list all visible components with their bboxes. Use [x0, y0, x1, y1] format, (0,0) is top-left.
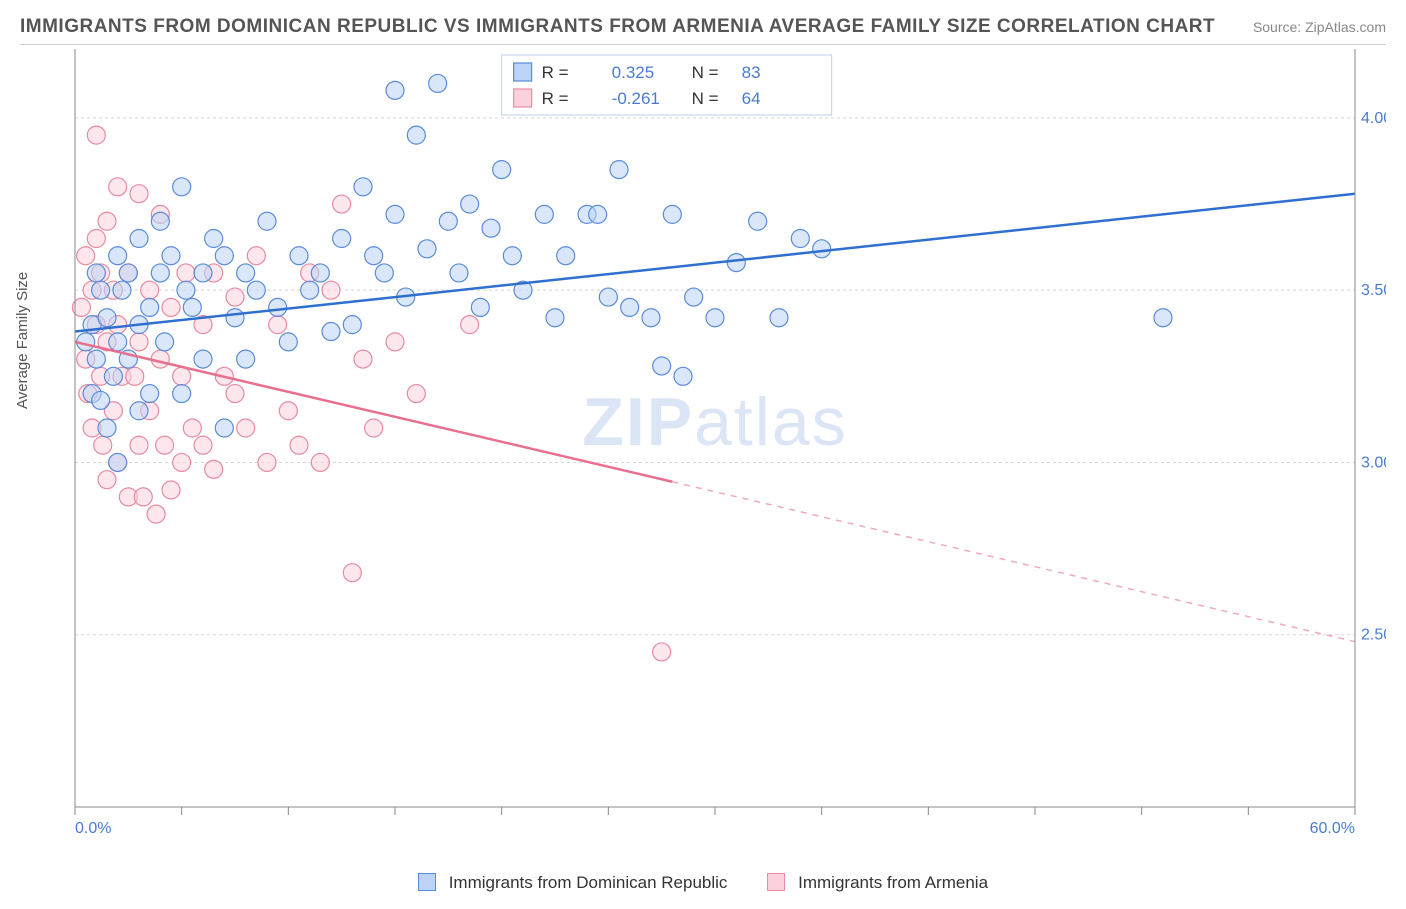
source-name[interactable]: ZipAtlas.com — [1305, 19, 1386, 35]
svg-text:83: 83 — [742, 63, 761, 82]
svg-text:60.0%: 60.0% — [1310, 820, 1355, 837]
svg-text:0.325: 0.325 — [612, 63, 655, 82]
legend-item-pink: Immigrants from Armenia — [767, 873, 988, 893]
svg-text:ZIPatlas: ZIPatlas — [582, 384, 847, 460]
legend-pink-label: Immigrants from Armenia — [798, 873, 988, 892]
footer-legend: Immigrants from Dominican Republic Immig… — [20, 873, 1386, 893]
chart-title: IMMIGRANTS FROM DOMINICAN REPUBLIC VS IM… — [20, 16, 1215, 38]
svg-text:4.00: 4.00 — [1361, 110, 1386, 127]
square-icon — [418, 873, 436, 891]
source-label: Source: — [1253, 19, 1301, 35]
svg-text:3.00: 3.00 — [1361, 454, 1386, 471]
legend-item-blue: Immigrants from Dominican Republic — [418, 873, 727, 893]
svg-text:2.50: 2.50 — [1361, 627, 1386, 644]
svg-text:3.50: 3.50 — [1361, 282, 1386, 299]
svg-text:R =: R = — [542, 63, 569, 82]
svg-text:-0.261: -0.261 — [612, 89, 660, 108]
chart-header: IMMIGRANTS FROM DOMINICAN REPUBLIC VS IM… — [20, 16, 1386, 45]
svg-text:N =: N = — [692, 63, 719, 82]
legend-blue-label: Immigrants from Dominican Republic — [449, 873, 728, 892]
svg-text:64: 64 — [742, 89, 761, 108]
chart-source: Source: ZipAtlas.com — [1253, 19, 1386, 35]
chart-container: Average Family Size 2.503.003.504.00ZIPa… — [20, 49, 1386, 869]
svg-text:0.0%: 0.0% — [75, 820, 111, 837]
square-icon — [767, 873, 785, 891]
svg-text:N =: N = — [692, 89, 719, 108]
svg-text:R =: R = — [542, 89, 569, 108]
scatter-chart: 2.50 3.00 3.50 4.00 ZIPatlas 0.0% 60.0% R = 0.32… — [20, 49, 1386, 849]
y-axis-label: Average Family Size — [14, 272, 31, 409]
